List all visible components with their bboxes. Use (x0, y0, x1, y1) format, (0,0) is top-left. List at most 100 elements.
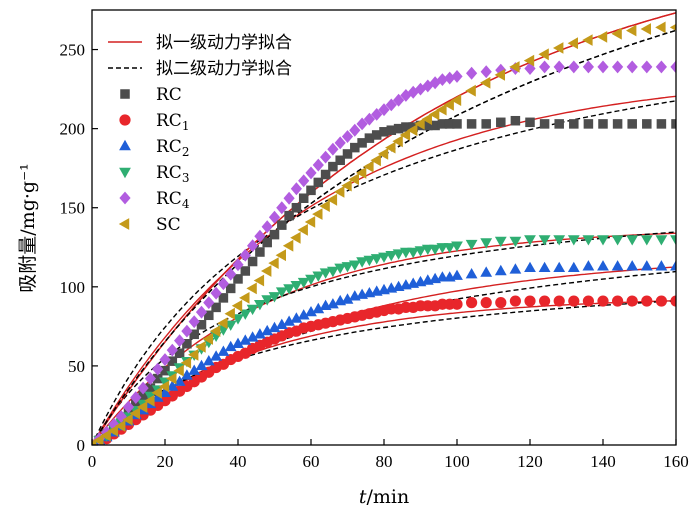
point-series-5-35 (341, 179, 352, 192)
point-series-5-32 (319, 200, 330, 212)
point-series-0-47 (430, 120, 440, 131)
point-series-5-62 (626, 24, 637, 37)
point-series-4-51 (466, 66, 478, 80)
point-series-0-19 (225, 283, 236, 294)
point-series-2-9 (151, 391, 164, 402)
point-series-5-4 (115, 420, 126, 432)
point-series-3-45 (414, 246, 427, 257)
point-series-4-44 (407, 85, 419, 99)
point-series-4-11 (166, 343, 178, 357)
point-series-2-60 (597, 260, 609, 271)
point-series-3-24 (261, 295, 274, 306)
point-series-5-47 (428, 108, 440, 121)
point-series-3-34 (334, 263, 347, 274)
point-series-0-57 (554, 119, 564, 129)
point-series-3-51 (465, 239, 478, 251)
point-series-0-38 (364, 133, 375, 143)
point-series-5-1 (93, 434, 104, 445)
point-series-5-63 (640, 23, 651, 35)
point-series-2-14 (188, 364, 201, 375)
point-series-0-42 (393, 123, 404, 134)
point-series-4-18 (217, 277, 229, 291)
point-series-1-61 (612, 295, 624, 307)
point-series-1-64 (655, 295, 668, 307)
point-series-2-52 (480, 266, 493, 277)
point-series-2-63 (640, 260, 653, 271)
point-series-0-30 (306, 185, 316, 196)
point-series-0-33 (328, 161, 338, 172)
point-series-4-42 (393, 93, 405, 107)
point-series-0-14 (189, 329, 199, 340)
point-series-5-34 (334, 186, 345, 198)
point-series-1-56 (539, 295, 551, 307)
point-series-2-16 (202, 355, 215, 366)
point-series-0-41 (386, 125, 397, 135)
point-series-3-60 (597, 235, 609, 246)
point-series-5-42 (392, 135, 403, 148)
legend-label-fit-0: 拟一级动力学拟合 (156, 33, 292, 53)
point-series-4-19 (225, 267, 237, 281)
point-series-4-8 (144, 372, 156, 385)
point-series-1-50 (451, 298, 463, 310)
point-series-3-35 (341, 262, 354, 273)
point-series-3-21 (239, 309, 252, 320)
point-series-2-25 (268, 321, 281, 333)
point-series-2-31 (312, 302, 325, 314)
legend-marker-5 (118, 218, 130, 230)
point-series-4-32 (320, 150, 332, 164)
point-series-5-36 (348, 173, 359, 186)
point-series-4-59 (582, 60, 594, 74)
point-series-2-59 (582, 260, 595, 271)
legend-marker-4 (119, 191, 131, 205)
point-series-4-39 (371, 108, 383, 121)
point-series-2-29 (297, 309, 310, 320)
point-series-3-44 (407, 247, 420, 259)
point-series-0-32 (320, 169, 331, 180)
point-series-2-15 (195, 359, 208, 371)
point-series-4-49 (444, 71, 456, 85)
point-series-4-35 (341, 130, 354, 143)
point-series-3-42 (392, 249, 405, 260)
point-series-0-52 (481, 119, 491, 129)
point-series-2-61 (611, 260, 624, 271)
point-series-3-40 (378, 252, 390, 263)
point-series-0-34 (335, 155, 345, 166)
point-series-1-52 (480, 297, 492, 309)
point-series-5-40 (377, 148, 389, 160)
point-series-0-7 (138, 391, 148, 401)
point-series-4-25 (268, 210, 281, 224)
point-series-4-58 (568, 60, 580, 74)
x-tick-label-8: 160 (663, 452, 689, 471)
point-series-0-60 (598, 119, 608, 129)
legend-label-series-2: RC2 (156, 137, 189, 159)
point-series-2-35 (341, 293, 354, 304)
point-series-5-43 (399, 129, 411, 141)
point-series-2-65 (670, 260, 676, 271)
point-series-0-10 (160, 365, 170, 376)
point-series-1-65 (670, 295, 676, 307)
legend-label-series-0: RC (156, 85, 182, 105)
point-series-5-58 (567, 37, 578, 50)
point-series-3-55 (524, 235, 536, 246)
point-series-3-52 (480, 238, 493, 249)
point-series-0-37 (357, 138, 367, 148)
point-series-2-27 (283, 315, 295, 326)
point-series-4-33 (327, 142, 339, 156)
point-series-2-17 (210, 350, 222, 361)
point-series-5-22 (246, 282, 257, 295)
point-series-5-5 (122, 413, 133, 426)
y-tick-label-0: 0 (77, 436, 86, 455)
point-series-4-65 (670, 60, 676, 74)
point-series-5-7 (136, 401, 148, 413)
point-series-4-38 (363, 112, 375, 126)
point-series-5-20 (231, 299, 243, 312)
point-series-3-19 (224, 320, 237, 331)
y-axis-label: 吸附量/mg·g⁻¹ (17, 163, 39, 292)
point-series-0-53 (496, 117, 506, 128)
point-series-5-56 (538, 48, 549, 61)
point-series-5-60 (596, 31, 608, 43)
point-series-0-58 (569, 119, 579, 129)
point-series-0-20 (233, 274, 243, 284)
x-axis-label: t/min (359, 486, 409, 508)
point-series-2-62 (626, 260, 639, 271)
